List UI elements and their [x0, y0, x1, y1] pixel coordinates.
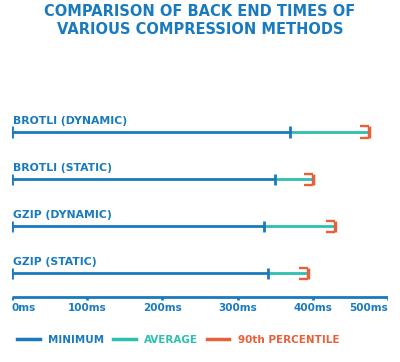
Text: GZIP (DYNAMIC): GZIP (DYNAMIC): [13, 210, 112, 220]
Text: COMPARISON OF BACK END TIMES OF
VARIOUS COMPRESSION METHODS: COMPARISON OF BACK END TIMES OF VARIOUS …: [44, 4, 356, 37]
Text: BROTLI (DYNAMIC): BROTLI (DYNAMIC): [13, 115, 127, 126]
Text: GZIP (STATIC): GZIP (STATIC): [13, 257, 96, 267]
Text: 200ms: 200ms: [143, 303, 182, 313]
Legend: MINIMUM, AVERAGE, 90th PERCENTILE: MINIMUM, AVERAGE, 90th PERCENTILE: [17, 335, 339, 345]
Text: 400ms: 400ms: [293, 303, 332, 313]
Text: BROTLI (STATIC): BROTLI (STATIC): [13, 163, 112, 173]
Text: 100ms: 100ms: [68, 303, 106, 313]
Text: 300ms: 300ms: [218, 303, 257, 313]
Text: 500ms: 500ms: [349, 303, 388, 313]
Text: 0ms: 0ms: [12, 303, 36, 313]
